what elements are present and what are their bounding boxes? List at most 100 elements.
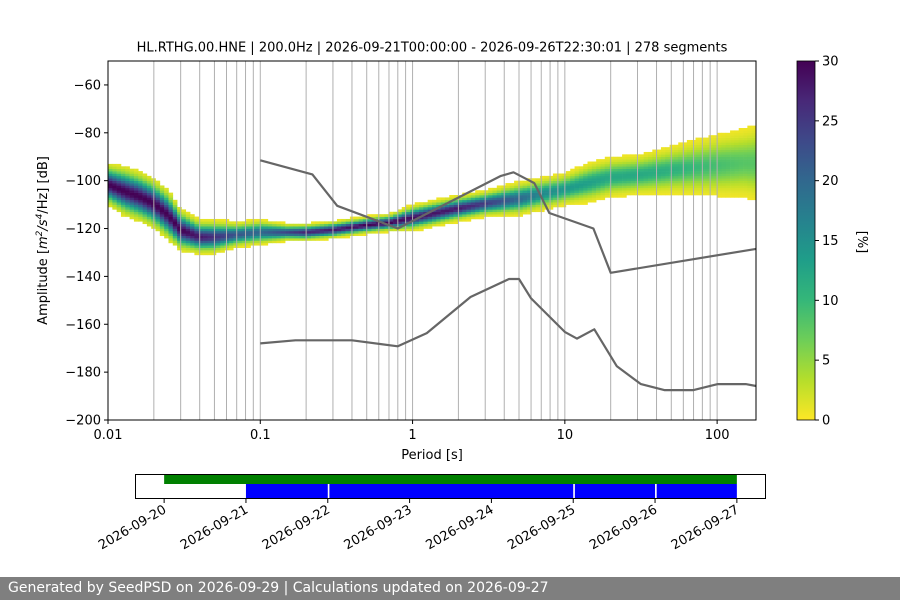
heatmap-cell: [604, 166, 610, 169]
heatmap-cell: [185, 221, 191, 225]
heatmap-cell: [725, 180, 731, 184]
heatmap-cell: [432, 223, 437, 227]
heatmap-cell: [669, 185, 675, 189]
heatmap-cell: [604, 185, 610, 189]
heatmap-cell: [622, 195, 627, 198]
heatmap-cell: [695, 142, 701, 146]
heatmap-cell: [630, 154, 636, 158]
heatmap-cell: [531, 192, 536, 196]
heatmap-cell: [673, 175, 679, 179]
heatmap-cell: [648, 171, 653, 174]
heatmap-cell: [648, 178, 653, 181]
heatmap-cell: [626, 187, 632, 191]
heatmap-cell: [254, 235, 260, 239]
heatmap-cell: [362, 230, 368, 234]
heatmap-cell: [380, 223, 385, 227]
heatmap-cell: [233, 245, 238, 248]
heatmap-cell: [600, 183, 606, 186]
heatmap-cell: [734, 190, 740, 193]
heatmap-cell: [712, 192, 718, 196]
heatmap-cell: [125, 166, 130, 169]
heatmap-cell: [751, 168, 757, 172]
heatmap-cell: [708, 187, 714, 191]
heatmap-cell: [436, 209, 441, 213]
heatmap-cell: [587, 175, 593, 179]
heatmap-cell: [466, 216, 472, 220]
heatmap-cell: [159, 228, 165, 232]
heatmap-cell: [604, 156, 610, 160]
heatmap-cell: [401, 218, 407, 222]
heatmap-cell: [734, 185, 740, 189]
heatmap-cell: [146, 221, 152, 225]
heatmap-cell: [112, 185, 117, 189]
heatmap-cell: [708, 173, 714, 177]
heatmap-cell: [548, 178, 554, 181]
heatmap-cell: [725, 187, 731, 191]
heatmap-cell: [682, 147, 688, 150]
heatmap-cell: [626, 159, 632, 162]
heatmap-cell: [708, 161, 714, 165]
heatmap-cell: [129, 206, 135, 210]
heatmap-cell: [108, 192, 113, 196]
timeline-tick-label: 2026-09-22: [260, 502, 333, 553]
heatmap-cell: [470, 206, 476, 210]
heatmap-cell: [648, 161, 653, 165]
heatmap-cell: [133, 187, 139, 191]
heatmap-cell: [725, 149, 731, 153]
heatmap-cell: [194, 221, 200, 225]
heatmap-cell: [673, 149, 679, 153]
heatmap-cell: [142, 214, 148, 217]
heatmap-cell: [358, 223, 364, 227]
heatmap-cell: [570, 199, 575, 203]
heatmap-cell: [514, 209, 519, 213]
heatmap-cell: [120, 192, 126, 196]
heatmap-cell: [427, 209, 433, 213]
footer-text: Generated by SeedPSD on 2026-09-29 | Cal…: [8, 580, 549, 596]
heatmap-cell: [328, 223, 333, 227]
heatmap-cell: [190, 233, 195, 237]
colorbar-tick-label: 20: [822, 174, 839, 189]
heatmap-cell: [432, 214, 437, 217]
heatmap-cell: [617, 183, 623, 186]
heatmap-cell: [738, 130, 744, 134]
heatmap-cell: [138, 171, 143, 174]
heatmap-cell: [669, 192, 675, 196]
heatmap-cell: [164, 221, 169, 225]
heatmap-cell: [181, 245, 187, 248]
heatmap-cell: [220, 228, 225, 232]
x-axis-label: Period [s]: [401, 448, 463, 463]
heatmap-cell: [678, 192, 683, 196]
heatmap-cell: [591, 171, 597, 174]
heatmap-cell: [168, 221, 174, 225]
heatmap-cell: [725, 154, 731, 158]
heatmap-cell: [704, 156, 709, 160]
heatmap-cell: [695, 161, 701, 165]
heatmap-cell: [496, 197, 502, 201]
heatmap-cell: [604, 195, 610, 198]
y-tick-label: −60: [74, 78, 101, 93]
heatmap-cell: [730, 190, 735, 193]
heatmap-cell: [267, 233, 273, 237]
heatmap-cell: [116, 185, 122, 189]
heatmap-cell: [626, 166, 632, 169]
heatmap-cell: [738, 166, 744, 169]
heatmap-cell: [319, 230, 325, 234]
heatmap-cell: [673, 187, 679, 191]
heatmap-cell: [574, 190, 580, 193]
heatmap-cell: [492, 197, 498, 201]
heatmap-cell: [730, 187, 735, 191]
heatmap-cell: [146, 204, 152, 208]
heatmap-cell: [617, 185, 623, 189]
heatmap-cell: [665, 173, 670, 177]
heatmap-cell: [609, 192, 614, 196]
heatmap-cell: [609, 161, 614, 165]
heatmap-cell: [444, 199, 450, 203]
heatmap-cell: [133, 197, 139, 201]
heatmap-cell: [228, 235, 234, 239]
heatmap-cell: [496, 195, 502, 198]
heatmap-cell: [125, 206, 130, 210]
heatmap-cell: [583, 185, 588, 189]
heatmap-cell: [717, 175, 722, 179]
heatmap-cell: [185, 242, 191, 246]
heatmap-cell: [332, 230, 338, 234]
